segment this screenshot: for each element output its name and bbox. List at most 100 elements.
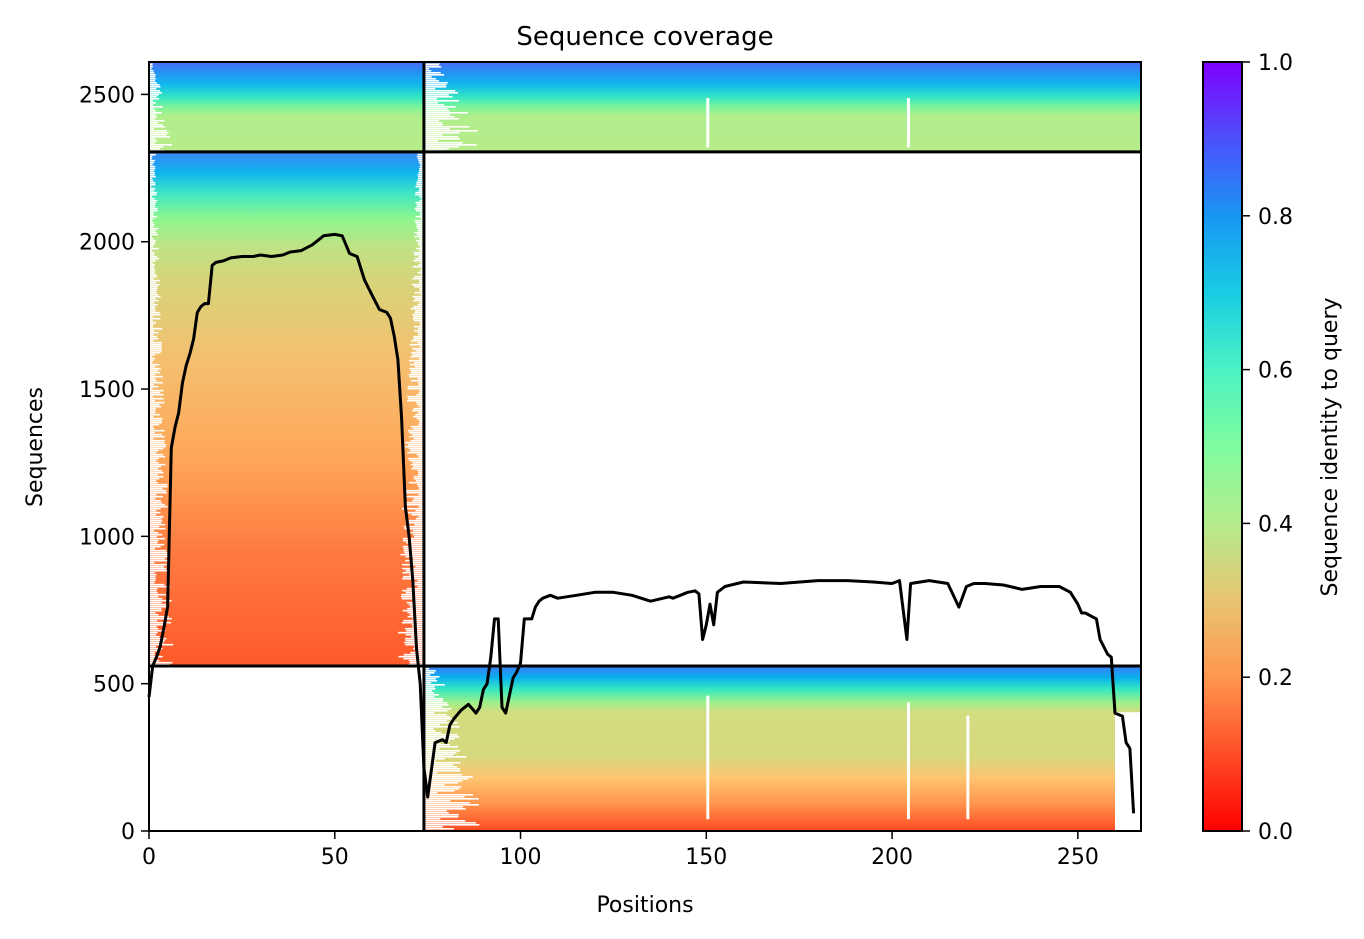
coverage-gap xyxy=(149,603,167,606)
coverage-gap xyxy=(149,589,157,592)
coverage-gap xyxy=(419,195,424,198)
coverage-gap xyxy=(423,724,440,726)
coverage-gap xyxy=(149,321,157,324)
coverage-gap xyxy=(149,177,153,180)
coverage-gap xyxy=(149,433,162,436)
coverage-gap xyxy=(423,682,432,684)
coverage-gap xyxy=(149,627,159,630)
coverage-gap xyxy=(149,285,158,288)
plot-frame xyxy=(148,61,1142,832)
coverage-gap xyxy=(405,519,424,522)
coverage-gap xyxy=(413,325,424,328)
coverage-gap xyxy=(423,64,440,66)
coverage-gap xyxy=(149,106,163,108)
coverage-gap xyxy=(149,130,167,132)
y-tick-label: 2500 xyxy=(79,83,135,108)
coverage-gap xyxy=(149,189,155,192)
coverage-gap xyxy=(400,553,424,556)
coverage-gap xyxy=(149,165,156,168)
coverage-gap xyxy=(423,762,461,764)
coverage-gap xyxy=(419,321,424,324)
coverage-gap xyxy=(149,277,154,280)
coverage-gap xyxy=(423,748,440,750)
coverage-gap xyxy=(423,700,444,702)
coverage-gap xyxy=(149,367,161,370)
coverage-gap xyxy=(149,110,156,112)
coverage-gap xyxy=(149,122,158,124)
coverage-gap xyxy=(149,519,163,522)
coverage-gap xyxy=(414,583,424,586)
coverage-gap xyxy=(418,281,424,284)
coverage-gap xyxy=(423,82,448,84)
coverage-gap xyxy=(415,517,424,520)
coverage-gap xyxy=(149,253,155,256)
coverage-gap xyxy=(418,455,424,458)
coverage-gap xyxy=(403,549,424,552)
coverage-gap xyxy=(149,136,171,138)
coverage-gap xyxy=(423,778,469,780)
coverage-gap xyxy=(149,104,153,106)
coverage-gap xyxy=(149,217,154,220)
coverage-gap xyxy=(402,537,424,540)
colorbar-tick-label: 0.0 xyxy=(1258,820,1293,845)
coverage-gap xyxy=(414,297,424,300)
coverage-gap xyxy=(414,329,424,332)
coverage-gap xyxy=(149,513,157,516)
coverage-gap xyxy=(423,84,447,86)
coverage-gap xyxy=(414,219,424,222)
coverage-gap xyxy=(404,491,424,494)
coverage-gap xyxy=(417,157,424,160)
coverage-gap xyxy=(149,421,162,424)
coverage-gap xyxy=(149,457,159,460)
coverage-gap xyxy=(413,259,424,262)
coverage-gap xyxy=(149,271,155,274)
coverage-gap xyxy=(423,812,449,814)
coverage-gap xyxy=(149,239,156,242)
coverage-gap xyxy=(149,287,158,290)
coverage-gap xyxy=(417,473,424,476)
coverage-gap xyxy=(408,481,424,484)
coverage-gap xyxy=(149,625,157,628)
coverage-gap xyxy=(415,239,424,242)
coverage-gap xyxy=(149,577,156,580)
coverage-gap xyxy=(149,583,165,586)
coverage-gap xyxy=(423,688,436,690)
coverage-gap xyxy=(414,309,424,312)
coverage-gap xyxy=(149,134,167,136)
coverage-gap xyxy=(423,726,460,728)
coverage-gap xyxy=(149,365,155,368)
coverage-gap xyxy=(423,784,445,786)
coverage-gap xyxy=(149,257,160,260)
coverage-gap xyxy=(410,351,424,354)
coverage-gap xyxy=(149,503,165,506)
coverage-gap xyxy=(423,818,441,820)
coverage-gap xyxy=(149,325,153,328)
coverage-gap xyxy=(149,599,172,602)
coverage-gap xyxy=(423,148,449,150)
coverage-gap xyxy=(423,694,439,696)
coverage-gap xyxy=(423,674,431,676)
coverage-line xyxy=(147,232,1136,814)
coverage-gap xyxy=(149,261,153,264)
coverage-gap xyxy=(149,114,157,116)
coverage-gap xyxy=(149,225,154,228)
coverage-gap xyxy=(149,229,156,232)
coverage-gap xyxy=(149,341,162,344)
coverage-gap xyxy=(416,401,424,404)
coverage-gap xyxy=(149,425,154,428)
coverage-gap xyxy=(411,283,424,286)
coverage-gap xyxy=(149,201,156,204)
coverage-gap xyxy=(408,447,424,450)
coverage-gap xyxy=(423,76,432,78)
coverage-gap xyxy=(149,393,164,396)
coverage-gap xyxy=(149,329,155,332)
coverage-gap xyxy=(412,499,424,502)
coverage-gap xyxy=(418,327,424,330)
coverage-gap xyxy=(413,335,424,338)
coverage-gap xyxy=(149,353,156,356)
coverage-gap xyxy=(149,207,158,210)
coverage-gap xyxy=(423,718,455,720)
coverage-gap xyxy=(423,116,455,118)
coverage-gap xyxy=(413,251,424,254)
y-tick-label: 1000 xyxy=(79,525,135,550)
